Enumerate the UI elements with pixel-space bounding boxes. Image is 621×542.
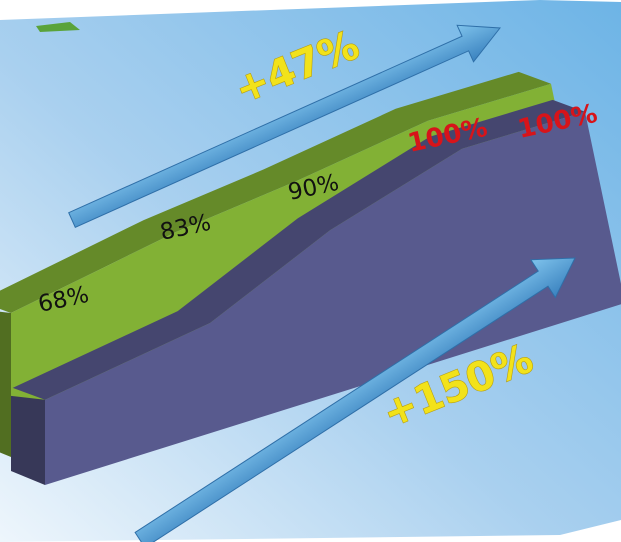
series-0-side-face [0,311,11,457]
growth-arrow-bottom-shape [134,257,576,542]
growth-arrow-top [68,24,501,228]
corner-green-accent [36,22,80,32]
series-1-side-face [11,395,45,485]
series-1-top-face [12,99,585,400]
series-0-top-face [0,71,551,313]
growth-arrow-bottom [134,257,576,542]
growth-arrow-top-shape [68,24,501,228]
series-1-front-face [45,111,621,485]
